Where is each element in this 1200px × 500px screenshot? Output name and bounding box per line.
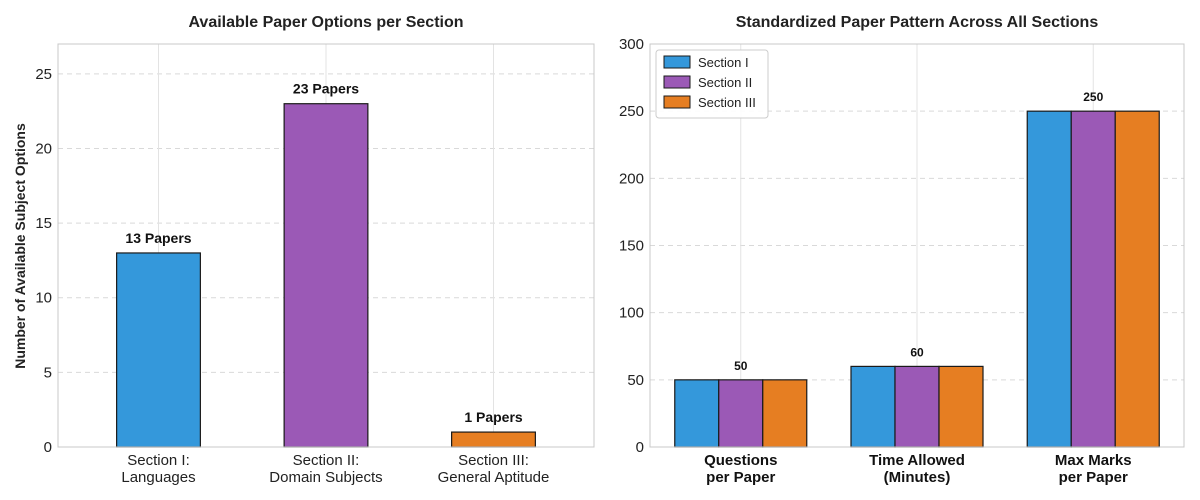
legend-swatch	[663, 95, 691, 109]
legend-swatch	[663, 75, 691, 89]
bar	[1114, 110, 1160, 448]
y-tick-label: 25	[35, 66, 52, 83]
x-tick-label: Domain Subjects	[269, 469, 382, 486]
y-tick-label: 50	[627, 372, 644, 389]
x-tick-label: General Aptitude	[438, 469, 550, 486]
paper-pattern-chart: Standardized Paper Pattern Across All Se…	[619, 14, 1185, 486]
legend: Section I Section II Section III	[655, 49, 769, 119]
bar	[674, 379, 720, 448]
paper-options-chart: Available Paper Options per Section Numb…	[12, 14, 595, 486]
y-tick-label: 20	[35, 140, 52, 157]
data-label: 1 Papers	[464, 409, 523, 425]
plot-frame	[649, 43, 1185, 448]
bars	[674, 110, 1160, 448]
y-tick-label: 250	[619, 103, 644, 120]
bar	[1070, 110, 1116, 448]
x-tick-label: Languages	[121, 469, 195, 486]
bar	[116, 252, 201, 448]
x-tick-label: Section II:	[293, 452, 360, 469]
legend-swatch	[663, 55, 691, 69]
legend-entry: Section I	[698, 55, 749, 70]
data-labels: 50 60 250	[734, 90, 1103, 373]
x-tick-label: per Paper	[1059, 469, 1128, 486]
x-tick-label: (Minutes)	[884, 469, 951, 486]
x-tick-label: Section III:	[458, 452, 529, 469]
data-label: 60	[910, 345, 924, 359]
y-tick-label: 200	[619, 170, 644, 187]
legend-entry: Section III	[698, 95, 756, 110]
bar	[451, 431, 536, 448]
bar	[718, 379, 764, 448]
y-ticks: 0 50 100 150 200 250 300	[619, 36, 644, 456]
bar	[283, 103, 369, 448]
bar	[850, 365, 896, 448]
x-tick-label: Max Marks	[1055, 452, 1132, 469]
y-tick-label: 15	[35, 215, 52, 232]
x-tick-labels: Section I:Languages Section II:Domain Sub…	[121, 452, 549, 486]
plot-frame	[57, 43, 595, 448]
x-tick-label: Section I:	[127, 452, 190, 469]
bar	[894, 365, 940, 448]
data-label: 250	[1083, 90, 1103, 104]
bar	[938, 365, 984, 448]
y-tick-label: 300	[619, 36, 644, 53]
legend-entry: Section II	[698, 75, 752, 90]
data-label: 50	[734, 359, 748, 373]
x-tick-label: Time Allowed	[869, 452, 965, 469]
y-tick-label: 0	[636, 439, 644, 456]
y-tick-label: 150	[619, 238, 644, 255]
y-tick-label: 10	[35, 290, 52, 307]
data-label: 23 Papers	[293, 81, 359, 97]
bar	[1026, 110, 1072, 448]
data-labels: 13 Papers 23 Papers 1 Papers	[125, 81, 522, 425]
y-axis-label: Number of Available Subject Options	[12, 123, 28, 369]
y-tick-label: 100	[619, 305, 644, 322]
data-label: 13 Papers	[125, 230, 191, 246]
x-tick-label: Questions	[704, 452, 777, 469]
chart-title: Available Paper Options per Section	[188, 14, 463, 31]
chart-title: Standardized Paper Pattern Across All Se…	[736, 14, 1099, 31]
bar	[762, 379, 808, 448]
x-tick-label: per Paper	[706, 469, 775, 486]
bars	[116, 103, 536, 448]
y-tick-label: 5	[44, 364, 52, 381]
y-ticks: 0 5 10 15 20 25	[35, 66, 52, 456]
y-tick-label: 0	[44, 439, 52, 456]
